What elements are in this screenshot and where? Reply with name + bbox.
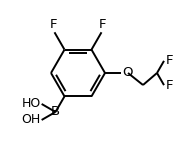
Text: F: F [99,18,106,31]
Text: F: F [50,18,57,31]
Text: HO: HO [21,97,41,110]
Text: F: F [166,54,174,67]
Text: F: F [166,79,174,92]
Text: O: O [122,67,132,79]
Text: B: B [51,105,60,118]
Text: OH: OH [21,114,41,126]
